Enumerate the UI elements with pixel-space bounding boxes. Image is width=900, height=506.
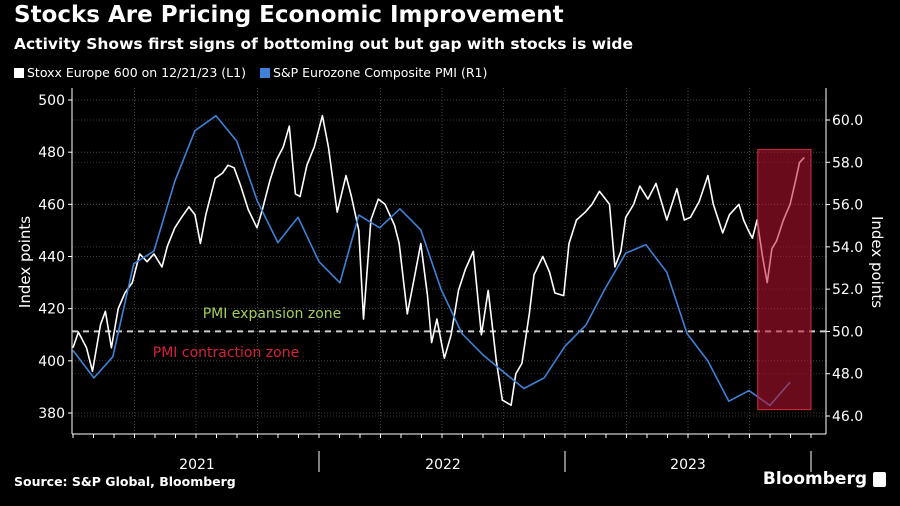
y-axis-right-label: Index points — [868, 216, 886, 308]
y-right-tick-label: 50.0 — [832, 324, 863, 340]
legend-item-stoxx: Stoxx Europe 600 on 12/21/23 (L1) — [14, 65, 246, 80]
x-tick-label-2021: 2021 — [179, 457, 215, 473]
bloomberg-terminal-icon — [873, 471, 886, 487]
y-right-tick-label: 52.0 — [832, 282, 863, 298]
y-right-tick-label: 48.0 — [832, 367, 863, 383]
brand-name: Bloomberg — [762, 469, 867, 489]
annotation-expansion-zone: PMI expansion zone — [203, 306, 342, 322]
y-right-tick-label: 46.0 — [832, 409, 863, 425]
y-left-tick-label: 500 — [38, 93, 65, 109]
legend-label-pmi: S&P Eurozone Composite PMI (R1) — [272, 65, 488, 80]
legend: Stoxx Europe 600 on 12/21/23 (L1) S&P Eu… — [14, 65, 487, 80]
legend-item-pmi: S&P Eurozone Composite PMI (R1) — [259, 65, 488, 80]
y-right-tick-label: 56.0 — [832, 198, 863, 214]
source-note: Source: S&P Global, Bloomberg — [14, 474, 236, 489]
y-axis-left-label: Index points — [16, 216, 34, 308]
bloomberg-logo: Bloomberg — [763, 469, 886, 489]
x-tick-label-2023: 2023 — [670, 457, 706, 473]
legend-swatch-pmi — [259, 67, 270, 78]
y-left-tick-label: 440 — [38, 250, 65, 266]
highlight-box — [757, 149, 812, 411]
y-left-tick-label: 400 — [38, 354, 65, 370]
x-tick-label-2022: 2022 — [425, 457, 461, 473]
series-lines — [72, 114, 826, 411]
series-line-pmi — [72, 115, 791, 407]
y-left-tick-label: 380 — [38, 406, 65, 422]
chart-title: Stocks Are Pricing Economic Improvement — [14, 2, 564, 28]
y-right-tick-label: 54.0 — [832, 240, 863, 256]
legend-swatch-stoxx — [14, 67, 24, 78]
y-right-tick-label: 60.0 — [832, 113, 863, 129]
y-left-tick-label: 420 — [38, 302, 65, 318]
y-left-tick-label: 460 — [38, 197, 65, 213]
y-right-tick-label: 58.0 — [832, 155, 863, 171]
axes: 380 400 420 440 460 480 500 46.0 48.0 50.0 52.0 54.… — [38, 88, 863, 472]
legend-label-stoxx: Stoxx Europe 600 on 12/21/23 (L1) — [27, 65, 246, 80]
chart-subtitle: Activity Shows first signs of bottoming … — [14, 35, 633, 53]
series-line-stoxx — [72, 114, 805, 407]
grid — [72, 88, 826, 434]
y-left-tick-label: 480 — [38, 145, 65, 161]
annotation-contraction-zone: PMI contraction zone — [153, 345, 299, 361]
